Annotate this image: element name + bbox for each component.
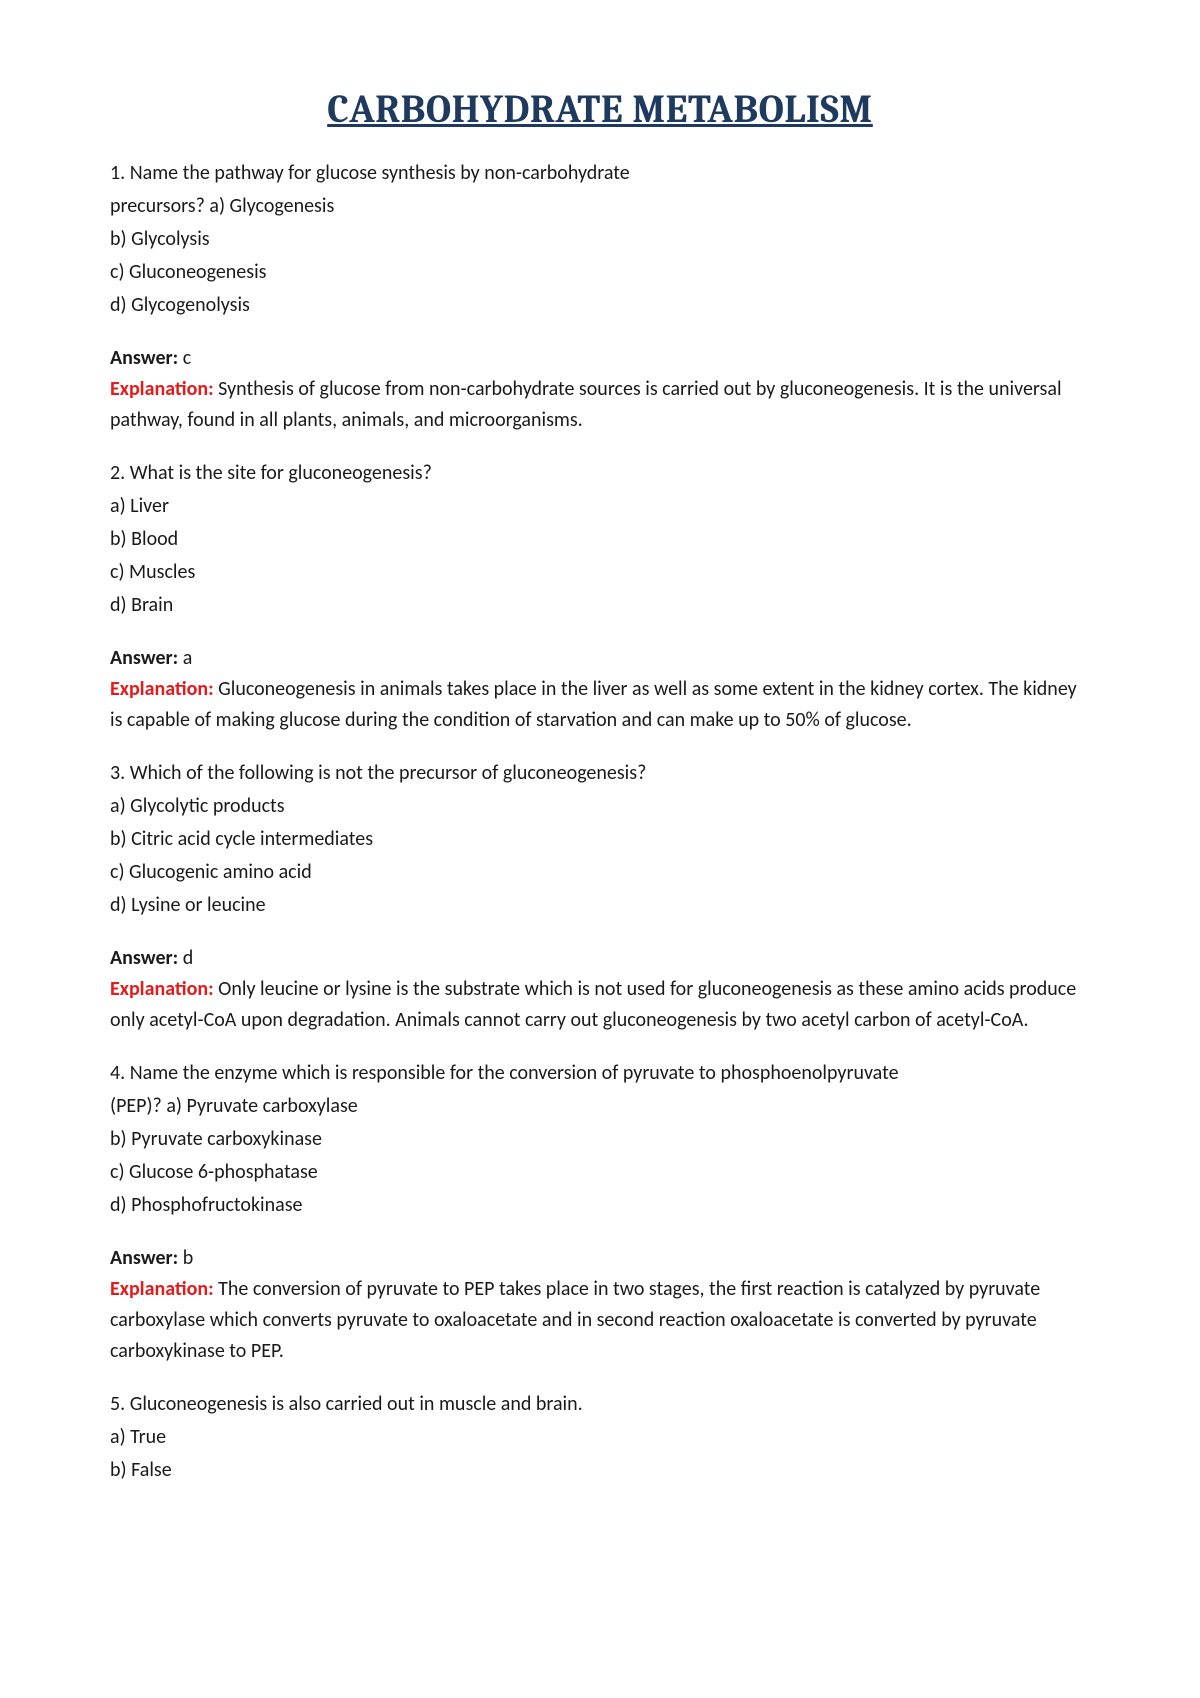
option: d) Lysine or leucine [110,890,1090,921]
answer-block-2: Answer: a Explanation: Gluconeogenesis i… [110,643,1090,736]
question-2: 2. What is the site for gluconeogenesis?… [110,458,1090,621]
answer-label: Answer: [110,346,178,370]
question-4: 4. Name the enzyme which is responsible … [110,1058,1090,1221]
option: a) True [110,1422,1090,1453]
option: b) Citric acid cycle intermediates [110,824,1090,855]
question-1: 1. Name the pathway for glucose synthesi… [110,158,1090,321]
option: c) Glucose 6-phosphatase [110,1157,1090,1188]
option: d) Glycogenolysis [110,290,1090,321]
option: a) Glycolytic products [110,791,1090,822]
explanation-text: Gluconeogenesis in animals takes place i… [110,677,1077,732]
question-stem: 3. Which of the following is not the pre… [110,758,1090,789]
question-stem: 4. Name the enzyme which is responsible … [110,1058,1090,1089]
option: d) Phosphofructokinase [110,1190,1090,1221]
option: b) Glycolysis [110,224,1090,255]
answer-block-3: Answer: d Explanation: Only leucine or l… [110,943,1090,1036]
question-stem-cont: (PEP)? a) Pyruvate carboxylase [110,1091,1090,1122]
option: d) Brain [110,590,1090,621]
explanation-text: Only leucine or lysine is the substrate … [110,977,1076,1032]
question-3: 3. Which of the following is not the pre… [110,758,1090,921]
answer-block-4: Answer: b Explanation: The conversion of… [110,1243,1090,1367]
question-5: 5. Gluconeogenesis is also carried out i… [110,1389,1090,1486]
explanation-label: Explanation: [110,977,214,1001]
explanation-label: Explanation: [110,1277,214,1301]
explanation-label: Explanation: [110,377,214,401]
answer-value: d [183,946,194,970]
answer-value: b [183,1246,194,1270]
answer-value: c [183,346,191,370]
answer-value: a [183,646,193,670]
document-title: CARBOHYDRATE METABOLISM [110,80,1090,140]
option: c) Glucogenic amino acid [110,857,1090,888]
question-stem: 1. Name the pathway for glucose synthesi… [110,158,1090,189]
question-stem: 5. Gluconeogenesis is also carried out i… [110,1389,1090,1420]
option: c) Gluconeogenesis [110,257,1090,288]
explanation-text: Synthesis of glucose from non-carbohydra… [110,377,1062,432]
option: b) Blood [110,524,1090,555]
option: b) Pyruvate carboxykinase [110,1124,1090,1155]
question-stem-cont: precursors? a) Glycogenesis [110,191,1090,222]
question-stem: 2. What is the site for gluconeogenesis? [110,458,1090,489]
answer-label: Answer: [110,1246,178,1270]
answer-block-1: Answer: c Explanation: Synthesis of gluc… [110,343,1090,436]
explanation-label: Explanation: [110,677,214,701]
answer-label: Answer: [110,946,178,970]
option: a) Liver [110,491,1090,522]
option: c) Muscles [110,557,1090,588]
answer-label: Answer: [110,646,178,670]
option: b) False [110,1455,1090,1486]
explanation-text: The conversion of pyruvate to PEP takes … [110,1277,1040,1363]
